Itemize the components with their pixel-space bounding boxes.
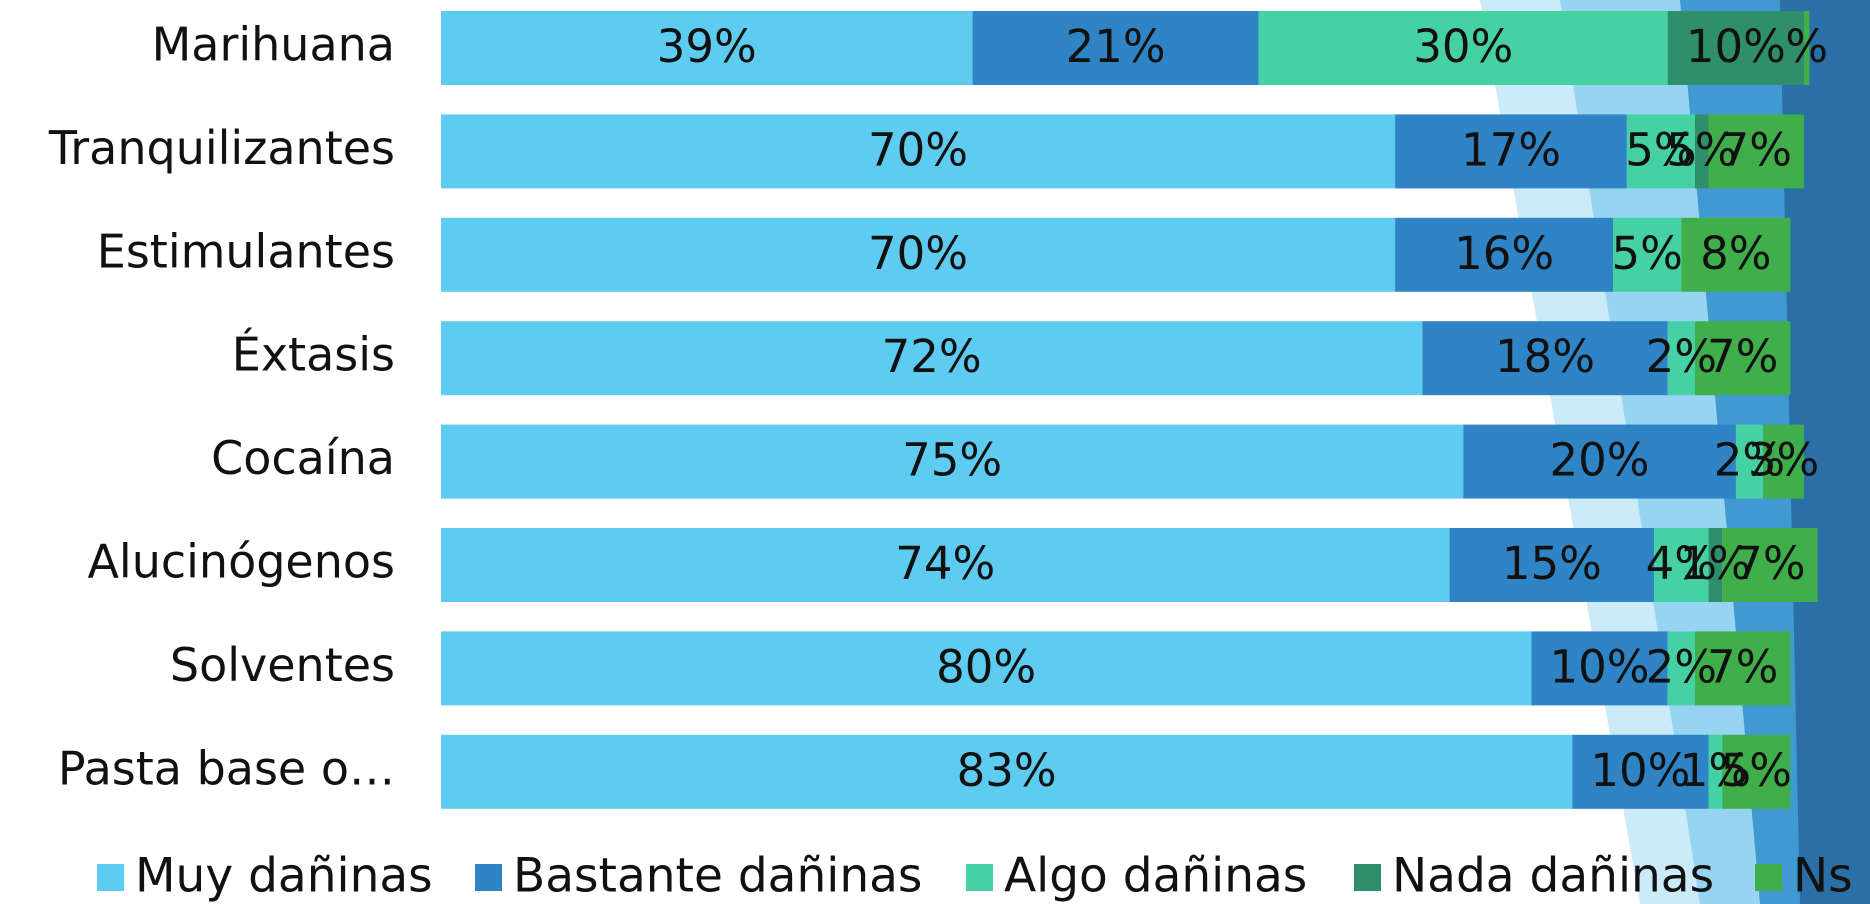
category-label: Solventes <box>170 638 395 692</box>
category-label: Alucinógenos <box>87 535 395 589</box>
legend-swatch <box>966 864 993 891</box>
legend-label: Algo dañinas <box>1004 849 1307 904</box>
legend-label: Muy dañinas <box>135 849 433 904</box>
data-label: 3% <box>1748 434 1819 487</box>
category-label: Estimulantes <box>97 224 395 278</box>
data-label: 10% <box>1550 640 1650 693</box>
data-label: 16% <box>1454 227 1554 280</box>
data-label: 7% <box>1721 123 1792 176</box>
category-label: Pasta base o… <box>58 741 395 795</box>
data-label: 72% <box>882 330 982 383</box>
data-label: 15% <box>1502 537 1602 590</box>
data-label: 5% <box>1612 227 1683 280</box>
legend-swatch <box>1755 864 1782 891</box>
legend-label: Bastante dañinas <box>513 849 922 904</box>
data-label: 7% <box>1734 537 1805 590</box>
data-label: 10% <box>1590 744 1690 797</box>
data-label: 10% <box>1686 20 1786 73</box>
legend-label: Nada dañinas <box>1392 849 1714 904</box>
data-label: 7% <box>1707 330 1778 383</box>
data-label: 21% <box>1066 20 1166 73</box>
legend-label: Ns <box>1793 849 1853 904</box>
data-label: 8% <box>1700 227 1771 280</box>
data-label: 70% <box>868 227 968 280</box>
legend-swatch <box>97 864 124 891</box>
category-label: Cocaína <box>211 431 395 485</box>
data-label: 83% <box>957 744 1057 797</box>
data-label: 70% <box>868 123 968 176</box>
data-label: 18% <box>1495 330 1595 383</box>
data-label: 80% <box>936 640 1036 693</box>
category-label: Marihuana <box>152 18 395 72</box>
data-label: 75% <box>902 434 1002 487</box>
legend-swatch <box>1354 864 1381 891</box>
data-label: 5% <box>1721 744 1792 797</box>
data-label: 74% <box>895 537 995 590</box>
data-label: 30% <box>1413 20 1513 73</box>
data-label: 7% <box>1707 640 1778 693</box>
category-label: Éxtasis <box>232 328 395 382</box>
data-label: 20% <box>1550 434 1650 487</box>
legend-swatch <box>475 864 502 891</box>
data-label: % <box>1785 20 1828 73</box>
data-label: 39% <box>657 20 757 73</box>
chart: Marihuana 39% 21% 30% 10%% Tranquilizantes 70%… <box>0 0 1870 904</box>
data-label: 17% <box>1461 123 1561 176</box>
category-label: Tranquilizantes <box>48 121 395 175</box>
